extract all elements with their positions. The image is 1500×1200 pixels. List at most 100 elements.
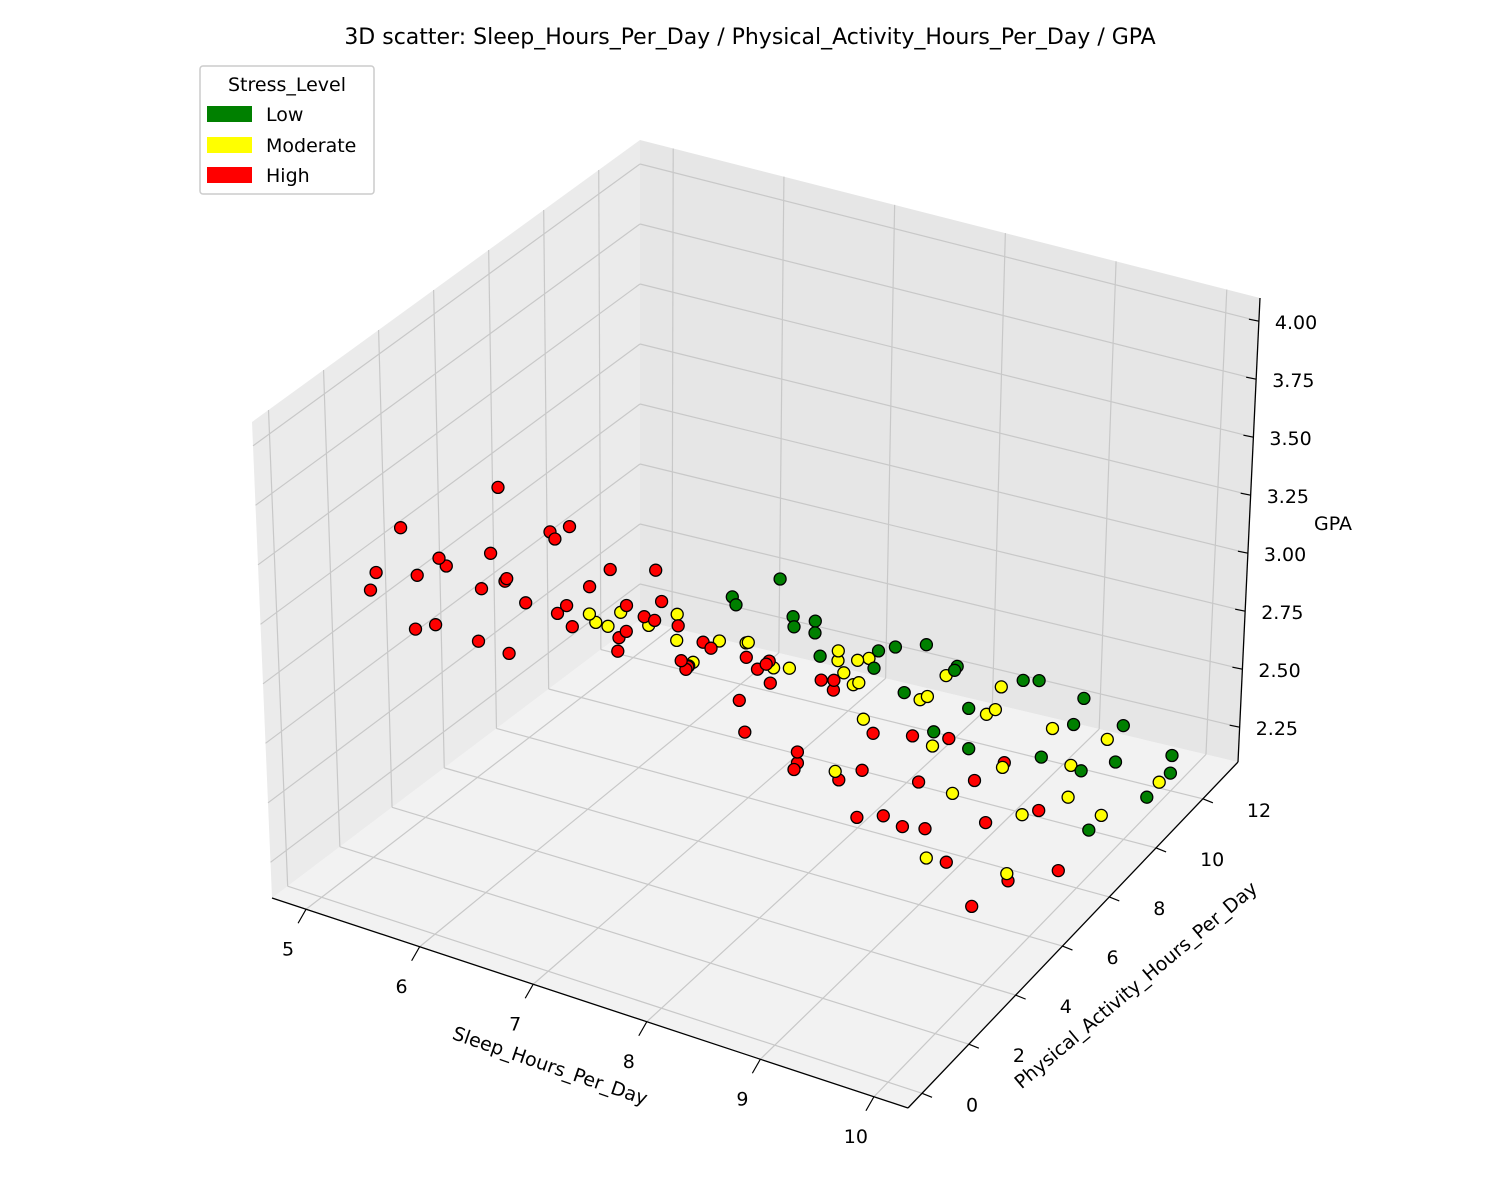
legend-swatch-low xyxy=(207,106,252,122)
scatter-point-moderate xyxy=(712,634,727,648)
scatter-point-moderate xyxy=(1094,808,1108,823)
gridline-z-left xyxy=(265,463,641,744)
chart-title: 3D scatter: Sleep_Hours_Per_Day / Physic… xyxy=(344,25,1155,50)
scatter-point-high xyxy=(942,731,956,746)
scatter-point-low xyxy=(787,620,801,634)
scatter-point-high xyxy=(619,598,634,613)
z-tick xyxy=(1246,376,1257,380)
scatter-point-moderate xyxy=(1100,732,1114,747)
gridline-x-floor xyxy=(873,753,1207,1098)
scatter-point-low xyxy=(808,614,822,628)
legend-label-moderate: Moderate xyxy=(266,135,356,157)
gridline-z-left xyxy=(252,163,641,447)
gridline-x-wall xyxy=(885,204,896,679)
gridline-y-floor xyxy=(287,885,923,1094)
scatter-point-high xyxy=(491,480,505,495)
scatter-point-high xyxy=(759,657,773,671)
z-tick-label: 2.25 xyxy=(1256,718,1298,740)
legend-swatch-high xyxy=(207,167,252,183)
scatter-point-high xyxy=(911,775,926,789)
y-tick xyxy=(1109,896,1120,902)
scatter-point-low xyxy=(962,701,976,716)
scatter-point-low xyxy=(1034,750,1048,764)
scatter-point-moderate xyxy=(601,619,615,633)
scatter-point-low xyxy=(1140,790,1154,804)
y-tick-label: 8 xyxy=(1153,898,1165,920)
gridline-z-back xyxy=(639,463,1246,612)
scatter-point-moderate xyxy=(1152,775,1166,789)
gridline-x-wall xyxy=(1098,261,1117,730)
scatter-point-high xyxy=(565,620,579,634)
z-axis-line xyxy=(1237,297,1261,763)
scatter-point-high xyxy=(978,815,993,830)
scatter-point-moderate xyxy=(945,786,960,801)
scatter-point-high xyxy=(483,546,498,560)
scatter-point-high xyxy=(732,693,746,708)
scatter-point-high xyxy=(369,565,383,580)
back-wall-pane xyxy=(640,140,1260,762)
scatter-point-high xyxy=(790,745,805,759)
scatter-point-low xyxy=(729,598,743,612)
scatter-point-moderate xyxy=(856,712,871,726)
x-tick xyxy=(865,1096,875,1112)
scatter-point-low xyxy=(888,640,903,654)
scatter-point-high xyxy=(895,819,910,834)
gridline-z-left xyxy=(257,283,641,566)
scatter-point-moderate xyxy=(852,676,866,690)
scatter-point-high xyxy=(671,619,685,633)
scatter-point-moderate xyxy=(994,680,1008,694)
y-tick-label: 4 xyxy=(1060,996,1072,1018)
y-tick-label: 2 xyxy=(1013,1045,1025,1067)
x-axis-label: Sleep_Hours_Per_Day xyxy=(450,1023,651,1110)
x-tick xyxy=(524,983,534,999)
z-tick xyxy=(1229,724,1240,728)
scatter-point-high xyxy=(502,646,516,661)
z-tick-label: 3.75 xyxy=(1272,370,1314,392)
scatter-point-high xyxy=(763,676,777,690)
scatter-point-high xyxy=(393,521,408,535)
scatter-point-low xyxy=(867,661,881,675)
z-axis-label: GPA xyxy=(1314,513,1352,535)
scatter-point-moderate xyxy=(1000,866,1014,881)
scatter-point-high xyxy=(827,673,841,687)
gridline-z-back xyxy=(639,283,1254,438)
x-tick-label: 8 xyxy=(623,1051,635,1073)
scatter-point-high xyxy=(619,624,633,639)
scatter-point-moderate xyxy=(831,644,845,658)
legend-label-high: High xyxy=(266,165,310,187)
gridline-x-wall xyxy=(671,148,674,628)
gridline-y-wall xyxy=(598,169,602,650)
gridline-y-floor xyxy=(391,806,1016,996)
gridline-x-wall xyxy=(991,233,1006,704)
gridline-z-left xyxy=(255,223,641,506)
scatter-point-high xyxy=(647,613,662,628)
x-tick-label: 6 xyxy=(396,976,408,998)
x-tick xyxy=(751,1058,761,1074)
gridline-x-floor xyxy=(419,652,780,948)
scatter-point-high xyxy=(876,809,890,823)
scatter-point-low xyxy=(1066,717,1081,732)
gridline-z-left xyxy=(260,343,641,625)
scatter-point-high xyxy=(500,571,514,586)
scatter-point-high xyxy=(649,563,663,577)
scatter-point-moderate xyxy=(828,764,842,779)
scatter-point-low xyxy=(1016,673,1030,688)
scatter-point-high xyxy=(739,650,753,664)
scatter-point-high xyxy=(410,568,424,582)
scatter-point-high xyxy=(1032,803,1046,818)
gridline-y-wall xyxy=(377,329,393,808)
scatter-point-low xyxy=(1163,766,1178,780)
z-tick xyxy=(1232,666,1243,670)
scatter-point-moderate xyxy=(837,666,851,680)
scatter-point-high xyxy=(611,644,625,658)
gridline-z-left xyxy=(267,523,641,804)
y-tick-label: 6 xyxy=(1107,947,1119,969)
axis-lines xyxy=(271,297,1261,1109)
scatter-point-high xyxy=(1051,863,1065,878)
scatter-point-high xyxy=(918,822,932,836)
scatter-point-high xyxy=(474,582,489,596)
scatter-point-moderate xyxy=(1061,790,1075,804)
scatter-point-high xyxy=(939,855,953,869)
legend-label-low: Low xyxy=(266,104,303,126)
x-axis-line xyxy=(271,897,909,1109)
